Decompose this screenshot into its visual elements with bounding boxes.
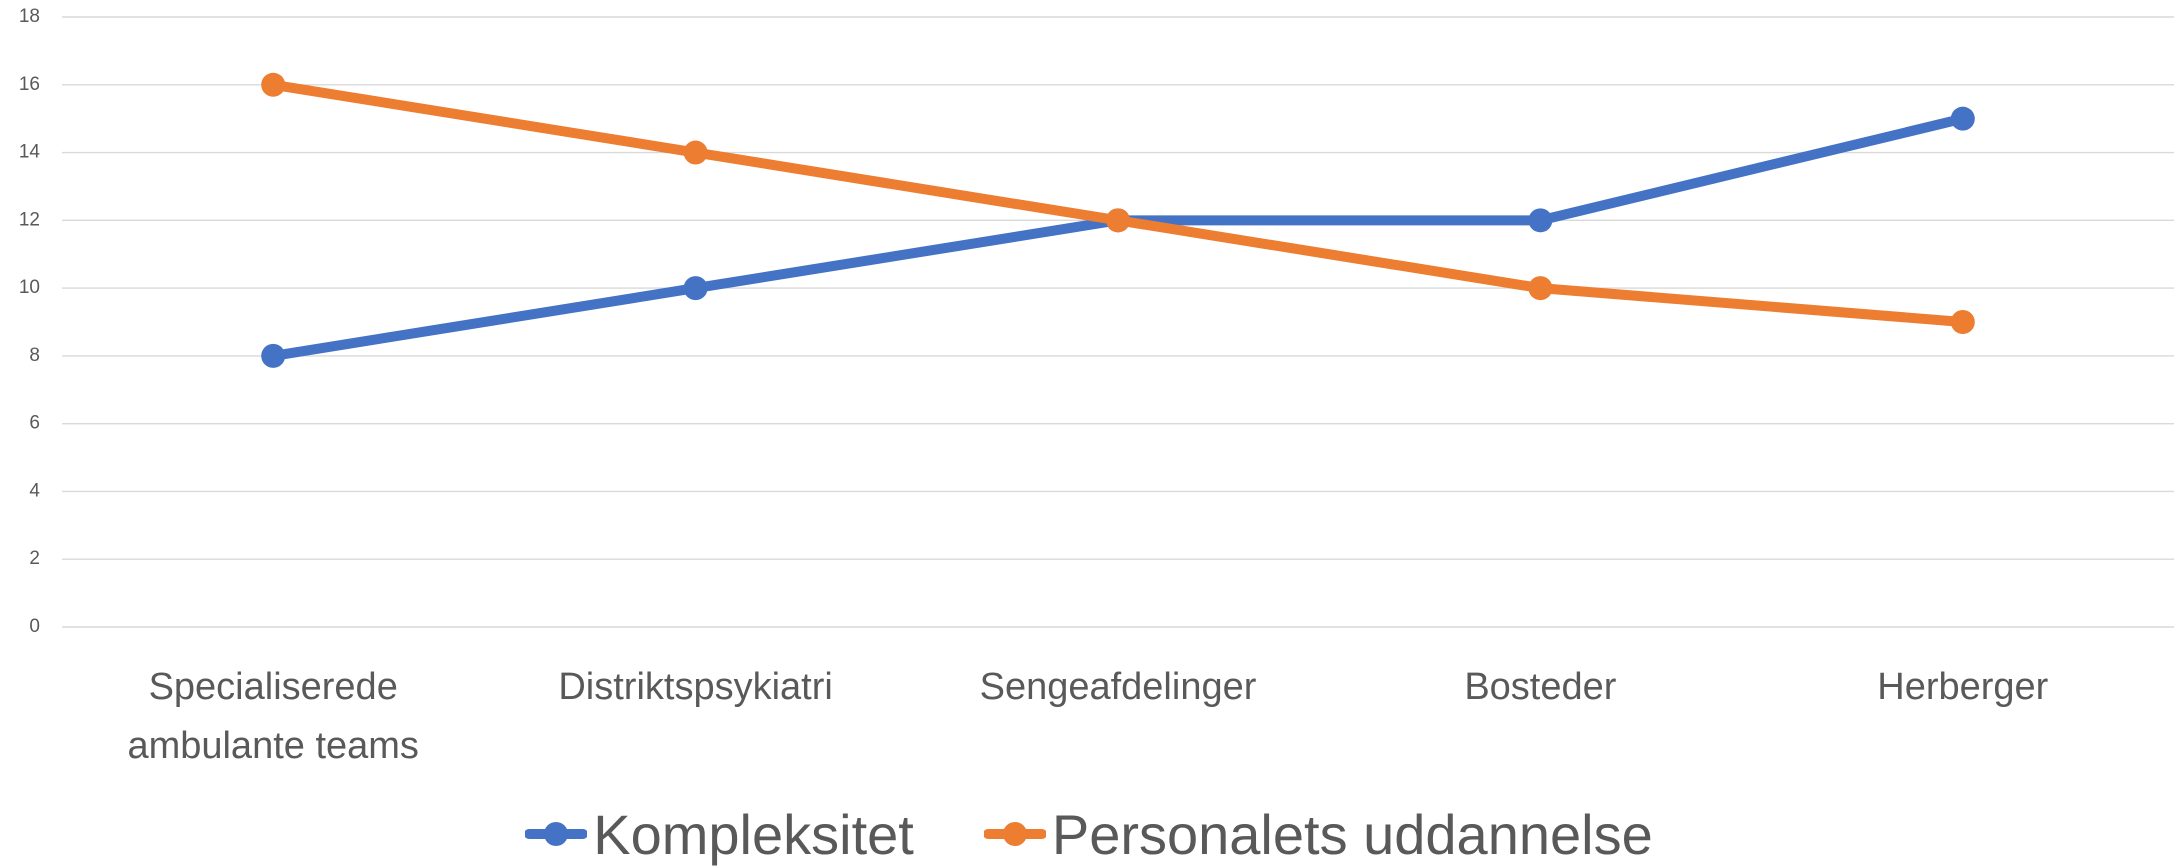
marker xyxy=(261,343,286,368)
y-tick-label: 8 xyxy=(29,345,40,366)
x-tick-label: Bosteder xyxy=(1464,666,1617,708)
y-tick-label: 18 xyxy=(19,6,40,27)
y-tick-label: 6 xyxy=(29,413,40,434)
x-tick-label: Sengeafdelinger xyxy=(979,666,1257,708)
legend-marker xyxy=(1002,822,1027,846)
x-tick-label: Specialiserede ambulante teams xyxy=(127,666,419,767)
marker xyxy=(683,276,708,301)
y-tick-label: 10 xyxy=(19,277,40,298)
legend-swatch xyxy=(983,822,1046,846)
legend-label: Personalets uddannelse xyxy=(1051,802,1653,866)
y-tick-label: 14 xyxy=(19,142,41,163)
y-tick-label: 0 xyxy=(29,616,40,637)
legend-item: Kompleksitet xyxy=(525,802,914,867)
x-tick-label: Herberger xyxy=(1877,666,2049,708)
marker xyxy=(261,72,286,97)
marker xyxy=(1528,276,1553,301)
y-tick-label: 4 xyxy=(29,480,40,501)
y-tick-label: 2 xyxy=(29,548,40,569)
x-tick-label: Distriktspsykiatri xyxy=(558,666,833,708)
legend-item: Personalets uddannelse xyxy=(983,802,1653,867)
marker xyxy=(1528,208,1553,233)
y-tick-label: 16 xyxy=(19,74,40,95)
legend-label: Kompleksitet xyxy=(593,802,914,866)
marker xyxy=(1950,106,1975,131)
legend: Kompleksitet Personalets uddannelse xyxy=(0,800,2178,868)
marker xyxy=(1106,208,1130,233)
y-tick-label: 12 xyxy=(19,209,40,230)
marker xyxy=(1950,310,1975,334)
legend-marker xyxy=(544,822,569,846)
marker xyxy=(683,140,708,165)
legend-swatch xyxy=(525,822,588,846)
series-line xyxy=(268,79,1968,327)
series-line xyxy=(268,113,1968,361)
